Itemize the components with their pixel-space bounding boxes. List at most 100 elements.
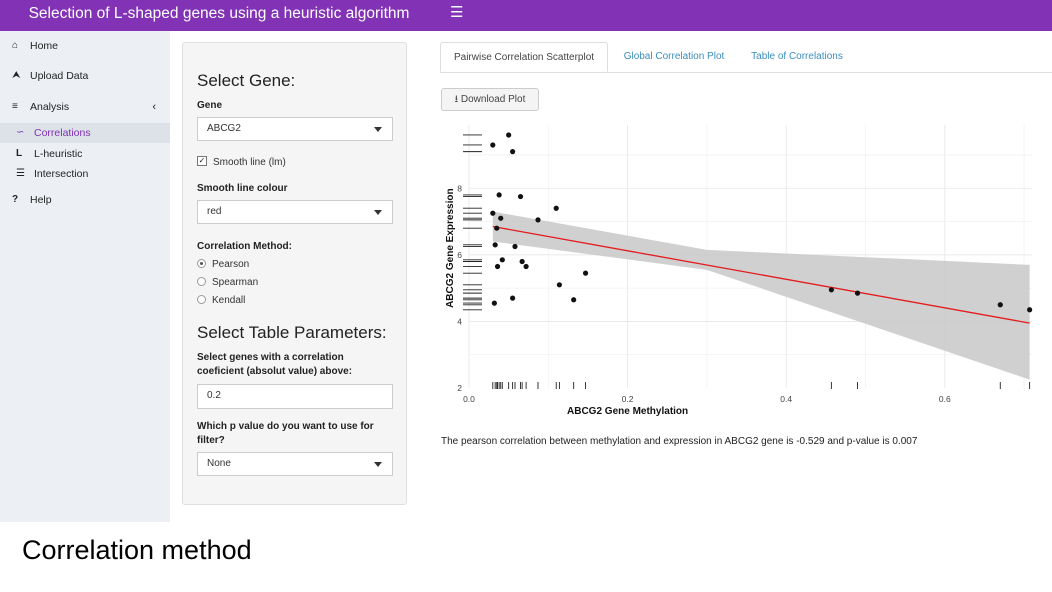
figure-caption: Correlation method	[22, 535, 252, 565]
tab-table-of-correlations[interactable]: Table of Correlations	[751, 51, 843, 62]
home-icon: ⌂	[12, 40, 19, 51]
radio-spearman[interactable]: Spearman	[197, 276, 258, 290]
data-point	[512, 243, 518, 250]
data-point	[496, 192, 502, 198]
sidebar-item-label: Home	[30, 40, 59, 52]
radio-kendall[interactable]: Kendall	[197, 294, 245, 308]
tab-global-correlation-plot[interactable]: Global Correlation Plot	[623, 51, 725, 62]
radio-pearson[interactable]: Pearson	[197, 258, 249, 272]
app-title: Selection of L-shaped genes using a heur…	[28, 5, 410, 22]
data-point	[490, 210, 496, 216]
smooth-line-checkbox[interactable]: ✓ Smooth line (lm)	[197, 156, 286, 170]
upload-icon: ⮝	[12, 70, 21, 81]
data-point	[828, 287, 834, 293]
data-point	[854, 290, 861, 296]
x-tick-label: 0.0	[463, 394, 475, 404]
data-point	[510, 149, 516, 155]
axis-ticks: 0.0 0.2 0.4 0.6 2 4 6 8	[457, 183, 951, 404]
top-navbar: Selection of L-shaped genes using a heur…	[0, 0, 1052, 31]
y-tick-label: 6	[457, 250, 462, 260]
data-point	[490, 142, 496, 148]
radio-label: Kendall	[212, 295, 246, 306]
confidence-band	[492, 211, 1030, 380]
regression-line	[492, 225, 1030, 324]
x-tick-label: 0.2	[622, 394, 634, 404]
threshold-input[interactable]: 0.2	[197, 384, 393, 409]
sidebar-item-l-heuristic[interactable]: L L-heuristic	[0, 144, 170, 164]
smooth-colour-label: Smooth line colour	[197, 183, 288, 194]
y-tick-label: 8	[457, 183, 462, 193]
sliders-icon: ≡	[12, 101, 18, 112]
question-icon: ?	[12, 194, 19, 205]
x-tick-label: 0.4	[780, 394, 792, 404]
radio-selected-icon[interactable]	[197, 258, 206, 268]
radio-unselected-icon[interactable]	[197, 276, 206, 286]
data-point	[556, 282, 562, 288]
x-axis-label: ABCG2 Gene Methylation	[567, 406, 688, 417]
chevron-left-icon: ‹	[152, 101, 156, 113]
sidebar-item-label: Intersection	[34, 168, 89, 180]
data-point	[494, 263, 501, 270]
layers-icon: ☰	[16, 168, 25, 179]
data-point	[519, 258, 525, 265]
data-point	[499, 257, 505, 263]
correlation-summary: The pearson correlation between methylat…	[441, 436, 918, 447]
download-plot-button[interactable]: ⭳ Download Plot	[441, 88, 539, 111]
smooth-colour-value: red	[207, 206, 222, 217]
data-point	[523, 263, 529, 270]
sidebar: ⌂ Home ⮝ Upload Data ≡ Analysis ‹ ∽ Corr…	[0, 31, 170, 522]
pvalue-label: Which p value do you want to use for fil…	[197, 421, 374, 446]
select-gene-title: Select Gene:	[197, 71, 296, 90]
gene-select-value: ABCG2	[207, 123, 241, 134]
sidebar-item-label: Help	[30, 194, 52, 206]
pvalue-select[interactable]: None	[197, 452, 393, 476]
pvalue-select-value: None	[207, 458, 231, 469]
tab-pairwise-scatterplot[interactable]: Pairwise Correlation Scatterplot	[440, 42, 608, 72]
caret-down-icon	[374, 127, 382, 132]
caret-down-icon	[374, 210, 382, 215]
input-panel: Select Gene: Gene ABCG2 ✓ Smooth line (lm…	[182, 42, 407, 505]
sidebar-item-help[interactable]: ? Help	[0, 190, 170, 210]
sidebar-item-label: Analysis	[30, 101, 70, 113]
data-point	[517, 193, 524, 200]
line-chart-icon: ∽	[16, 127, 25, 138]
data-point	[997, 302, 1003, 308]
l-shape-icon: L	[16, 148, 23, 159]
rug-marks	[463, 134, 1031, 389]
smooth-colour-select[interactable]: red	[197, 200, 393, 224]
table-params-title: Select Table Parameters:	[197, 323, 387, 342]
radio-unselected-icon[interactable]	[197, 294, 206, 304]
data-point	[510, 295, 516, 301]
sidebar-item-correlations[interactable]: ∽ Correlations	[0, 123, 170, 143]
data-point	[582, 270, 589, 276]
sidebar-item-analysis[interactable]: ≡ Analysis ‹	[0, 97, 170, 117]
sidebar-item-intersection[interactable]: ☰ Intersection	[0, 164, 170, 184]
gene-select[interactable]: ABCG2	[197, 117, 393, 141]
data-point	[1027, 307, 1033, 313]
y-tick-label: 4	[457, 316, 462, 326]
caret-down-icon	[374, 462, 382, 467]
y-tick-label: 2	[457, 383, 462, 393]
data-point	[491, 300, 497, 306]
correlation-method-label: Correlation Method:	[197, 241, 292, 252]
hamburger-icon[interactable]: ☰	[450, 4, 464, 21]
data-point	[571, 297, 577, 303]
y-axis-label: ABCG2 Gene Expression	[445, 188, 456, 307]
data-point	[492, 242, 498, 248]
data-point	[498, 215, 504, 221]
sidebar-item-upload-data[interactable]: ⮝ Upload Data	[0, 66, 170, 86]
sidebar-item-label: L-heuristic	[34, 148, 83, 160]
x-tick-label: 0.6	[939, 394, 951, 404]
smooth-line-label: Smooth line (lm)	[213, 157, 286, 168]
download-plot-label: Download Plot	[460, 94, 526, 105]
data-point	[553, 205, 559, 211]
data-point	[494, 225, 500, 231]
threshold-value: 0.2	[207, 390, 221, 401]
data-points	[490, 132, 1033, 313]
sidebar-item-label: Correlations	[34, 127, 91, 139]
sidebar-item-home[interactable]: ⌂ Home	[0, 36, 170, 56]
checkbox-checked-icon[interactable]: ✓	[197, 156, 207, 167]
radio-label: Pearson	[212, 259, 250, 270]
sidebar-item-label: Upload Data	[30, 70, 89, 82]
